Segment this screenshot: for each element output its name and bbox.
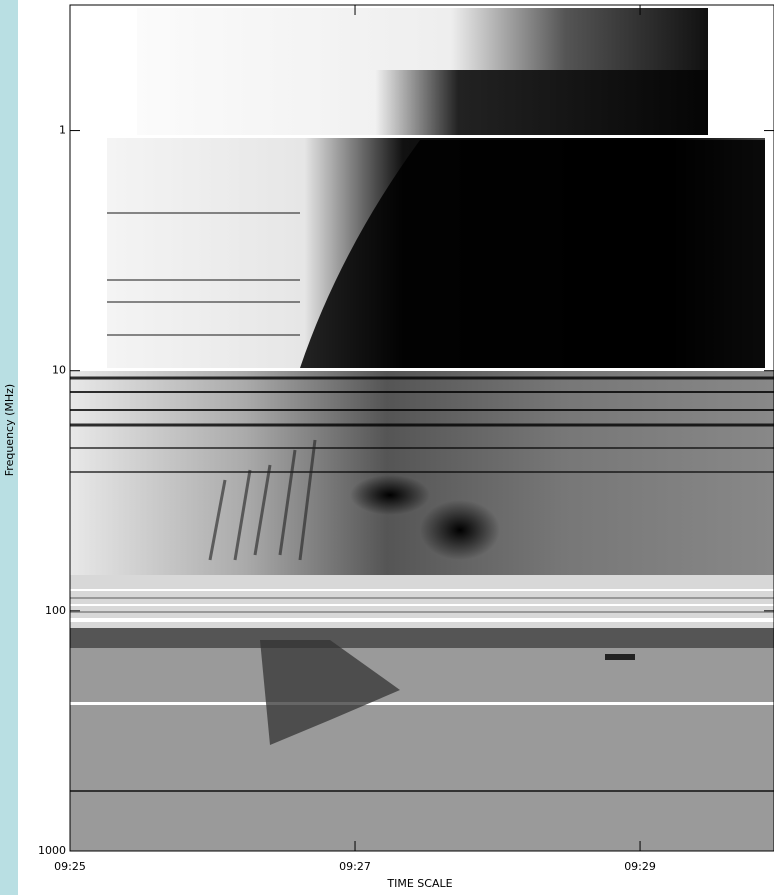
y-tick-label: 100 [45,604,66,617]
y-tick-label: 10 [52,364,66,377]
spectrogram [70,8,774,851]
x-axis-label: TIME SCALE [386,877,452,890]
y-tick-label: 1 [59,124,66,137]
plot-frame [69,4,774,852]
x-tick-label: 09:25 [54,860,86,873]
y-tick-label: 1000 [38,844,66,857]
x-tick-label: 09:27 [339,860,371,873]
y-axis-label: Frequency (MHz) [3,384,16,476]
side-bar [0,0,18,895]
x-tick-label: 09:29 [624,860,656,873]
